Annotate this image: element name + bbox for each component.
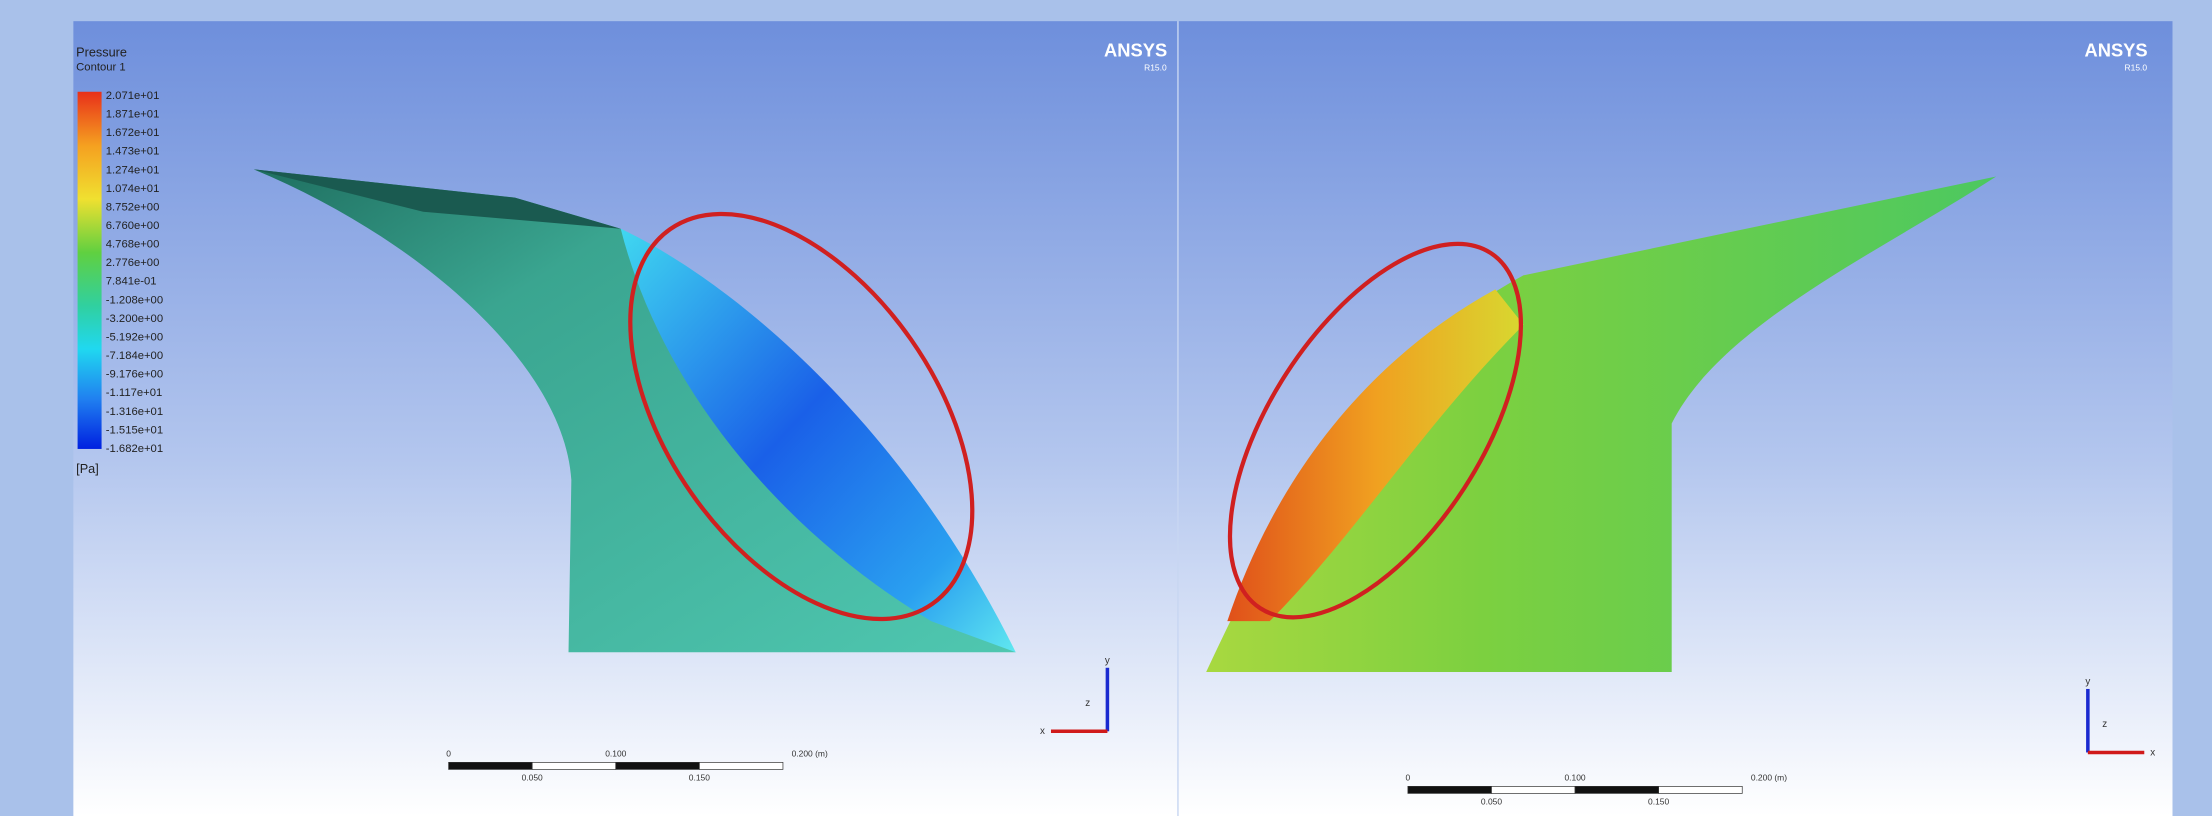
legend-label: 1.871e+01 bbox=[106, 109, 160, 121]
legend-label: -7.184e+00 bbox=[106, 350, 163, 362]
page: Pressure Contour 1 [Pa] 2.071e+01 1.871e+… bbox=[0, 0, 2212, 816]
legend-label: 8.752e+00 bbox=[106, 201, 160, 213]
scale-segment bbox=[699, 762, 783, 769]
legend-label: 4.768e+00 bbox=[106, 239, 160, 251]
color-bar bbox=[78, 92, 102, 449]
brand: ANSYS bbox=[2085, 39, 2148, 60]
scale-label: 0 bbox=[1406, 773, 1411, 783]
axis-label: x bbox=[1040, 726, 1045, 737]
axis-label: y bbox=[1105, 656, 1110, 667]
scale-segment bbox=[1575, 786, 1659, 793]
axis-label: x bbox=[2150, 747, 2155, 758]
scale-label: 0.200 (m) bbox=[792, 749, 828, 759]
scale-label: 0.150 bbox=[689, 773, 710, 783]
legend-label: -9.176e+00 bbox=[106, 369, 163, 381]
legend-label: 7.841e-01 bbox=[106, 276, 157, 288]
legend-label: -5.192e+00 bbox=[106, 331, 163, 343]
scale-segment bbox=[449, 762, 533, 769]
legend-label: 2.776e+00 bbox=[106, 257, 160, 269]
scale-segment bbox=[616, 762, 700, 769]
screenshot: Pressure Contour 1 [Pa] 2.071e+01 1.871e+… bbox=[0, 0, 2212, 816]
legend-label: 2.071e+01 bbox=[106, 90, 160, 102]
scale-segment bbox=[1408, 786, 1492, 793]
legend-label: -1.515e+01 bbox=[106, 424, 163, 436]
scale-label: 0.200 (m) bbox=[1751, 773, 1787, 783]
legend-label: -1.208e+00 bbox=[106, 294, 163, 306]
legend-unit: [Pa] bbox=[76, 462, 99, 476]
scale-label: 0.100 bbox=[1564, 773, 1585, 783]
legend-label: -1.682e+01 bbox=[106, 443, 163, 455]
scale-label: 0 bbox=[446, 749, 451, 759]
scale-label: 0.150 bbox=[1648, 797, 1669, 807]
version: R15.0 bbox=[1144, 63, 1167, 73]
legend-label: -1.117e+01 bbox=[106, 387, 162, 399]
scale-label: 0.050 bbox=[1481, 797, 1502, 807]
legend-label: 1.672e+01 bbox=[106, 127, 160, 139]
axis-label: z bbox=[1085, 698, 1090, 709]
scale-segment bbox=[532, 762, 616, 769]
version: R15.0 bbox=[2125, 63, 2148, 73]
axis-label: z bbox=[2102, 719, 2107, 730]
scale-segment bbox=[1659, 786, 1743, 793]
legend-label: 1.274e+01 bbox=[106, 164, 160, 176]
legend-label: 1.473e+01 bbox=[106, 146, 160, 158]
legend-label: 1.074e+01 bbox=[106, 183, 160, 195]
scale-segment bbox=[1491, 786, 1575, 793]
legend-subtitle: Contour 1 bbox=[76, 62, 125, 74]
legend-label: 6.760e+00 bbox=[106, 220, 160, 232]
scale-label: 0.050 bbox=[522, 773, 543, 783]
legend-label: -3.200e+00 bbox=[106, 313, 163, 325]
legend-label: -1.316e+01 bbox=[106, 406, 163, 418]
axis-label: y bbox=[2085, 677, 2090, 688]
legend-title: Pressure bbox=[76, 45, 127, 59]
viewport-background bbox=[73, 21, 2172, 816]
brand: ANSYS bbox=[1104, 39, 1167, 60]
scale-label: 0.100 bbox=[605, 749, 626, 759]
